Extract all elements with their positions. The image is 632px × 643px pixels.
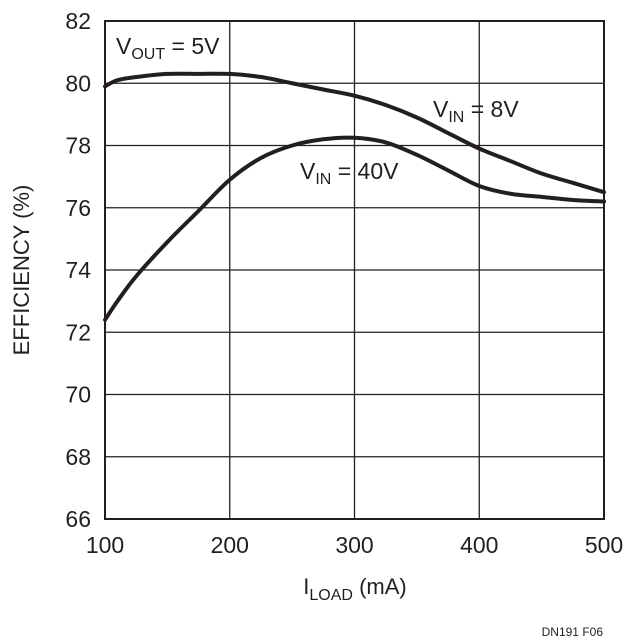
annotation-vin-8v-rest: = 8V bbox=[464, 96, 519, 122]
annotation-vin-8v-main: V bbox=[433, 96, 449, 122]
y-tick-label: 68 bbox=[65, 444, 91, 470]
y-tick-label: 66 bbox=[65, 506, 91, 532]
annotation-vin-40v-main: V bbox=[300, 158, 316, 184]
annotation-vout-rest: = 5V bbox=[165, 33, 220, 59]
figure-id: DN191 F06 bbox=[542, 625, 604, 639]
annotation-vin-8v-sub: IN bbox=[448, 109, 464, 126]
x-axis-label-main: I bbox=[303, 574, 309, 599]
y-tick-labels: 66 68 70 72 74 76 78 80 82 bbox=[65, 8, 91, 532]
x-axis-label-sub: LOAD bbox=[309, 587, 353, 604]
x-tick-label: 200 bbox=[211, 532, 249, 558]
y-tick-label: 82 bbox=[65, 8, 91, 34]
y-tick-label: 76 bbox=[65, 195, 91, 221]
x-tick-label: 100 bbox=[86, 532, 124, 558]
y-tick-label: 72 bbox=[65, 319, 91, 345]
x-tick-label: 500 bbox=[585, 532, 623, 558]
annotation-vin-40v: VIN = 40V bbox=[300, 158, 399, 188]
x-tick-label: 400 bbox=[460, 532, 498, 558]
plot-frame bbox=[104, 20, 605, 520]
x-tick-label: 300 bbox=[335, 532, 373, 558]
annotation-vin-8v: VIN = 8V bbox=[433, 96, 519, 126]
annotation-vout-main: V bbox=[116, 33, 132, 59]
y-tick-label: 70 bbox=[65, 382, 91, 408]
y-tick-label: 78 bbox=[65, 133, 91, 159]
annotation-vout: VOUT = 5V bbox=[116, 33, 220, 63]
y-tick-label: 74 bbox=[65, 257, 91, 283]
x-axis-label-rest: (mA) bbox=[353, 574, 407, 599]
x-tick-labels: 100 200 300 400 500 bbox=[86, 532, 623, 558]
x-axis-label: ILOAD (mA) bbox=[303, 574, 406, 604]
series-vin-40v-line bbox=[103, 135, 606, 322]
annotation-vin-40v-sub: IN bbox=[315, 171, 331, 188]
y-axis-label: EFFICIENCY (%) bbox=[9, 185, 34, 356]
annotation-vout-sub: OUT bbox=[131, 46, 165, 63]
series-vin-8v-line bbox=[103, 71, 606, 195]
grid bbox=[105, 21, 604, 519]
y-tick-label: 80 bbox=[65, 70, 91, 96]
annotation-vin-40v-rest: = 40V bbox=[331, 158, 399, 184]
series-layer bbox=[103, 71, 606, 322]
